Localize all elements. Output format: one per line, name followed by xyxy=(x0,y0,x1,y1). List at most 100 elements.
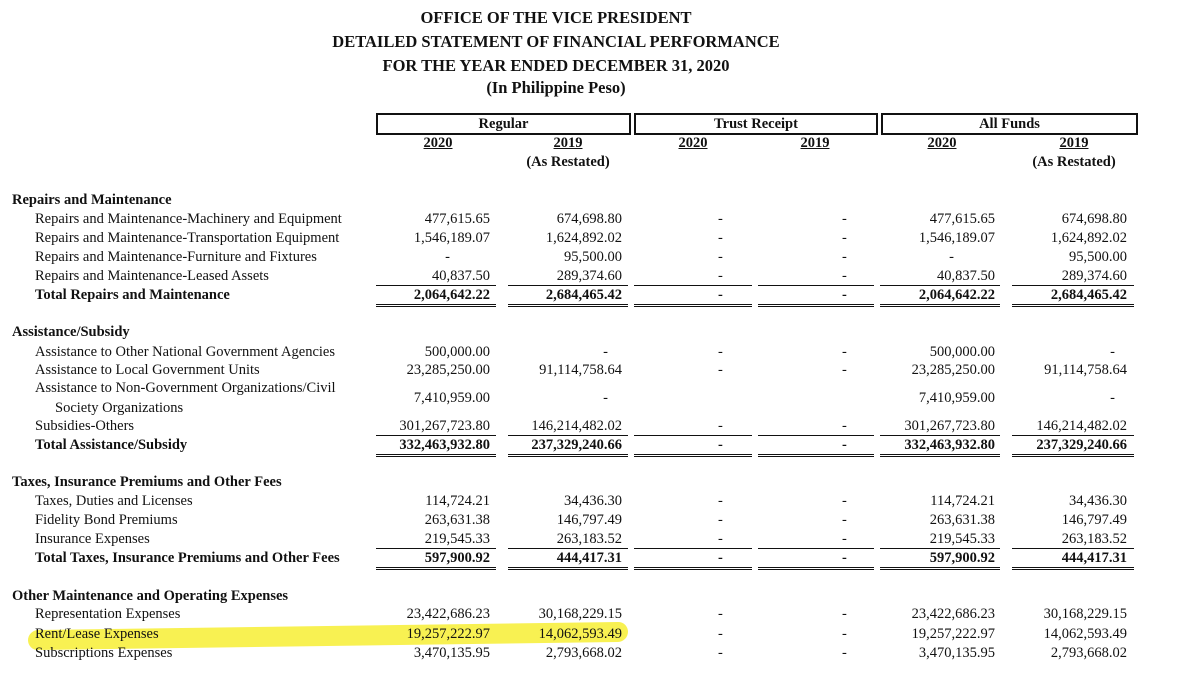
cell-regular-2020: 3,470,135.95 xyxy=(413,645,490,661)
row-label: Taxes, Duties and Licenses xyxy=(35,493,193,509)
total-regular-2019: 237,329,240.66 xyxy=(531,437,622,453)
rule xyxy=(880,285,1000,286)
double-rule xyxy=(634,567,752,570)
double-rule xyxy=(880,304,1000,307)
cell-trust-2020: - xyxy=(718,645,723,661)
report-period: FOR THE YEAR ENDED DECEMBER 31, 2020 xyxy=(382,56,730,75)
cell-regular-2020: 19,257,222.97 xyxy=(406,626,490,642)
double-rule xyxy=(1012,567,1134,570)
total-trust-2020: - xyxy=(718,287,723,303)
col-all-2019: 2019 xyxy=(1059,135,1089,151)
cell-all-2019: 146,797.49 xyxy=(1061,512,1127,528)
cell-regular-2020: 7,410,959.00 xyxy=(413,390,490,406)
cell-all-2020: 19,257,222.97 xyxy=(911,626,995,642)
double-rule xyxy=(1012,304,1134,307)
cell-trust-2019: - xyxy=(842,606,847,622)
cell-all-2020: 23,422,686.23 xyxy=(911,606,995,622)
cell-regular-2020: 23,422,686.23 xyxy=(406,606,490,622)
rule xyxy=(1012,548,1134,549)
total-label: Total Assistance/Subsidy xyxy=(35,437,188,453)
cell-trust-2019: - xyxy=(842,531,847,547)
cell-regular-2019: 14,062,593.49 xyxy=(538,626,622,642)
cell-all-2019: 91,114,758.64 xyxy=(1044,362,1127,378)
report-currency: (In Philippine Peso) xyxy=(486,78,626,97)
cell-all-2020: 477,615.65 xyxy=(929,211,995,227)
rule xyxy=(376,285,496,286)
cell-all-2020: 219,545.33 xyxy=(929,531,995,547)
cell-all-2019: 95,500.00 xyxy=(1069,249,1127,265)
cell-all-2019: 289,374.60 xyxy=(1061,268,1127,284)
col-regular-2019: 2019 xyxy=(553,135,583,151)
total-trust-2020: - xyxy=(718,550,723,566)
row-label: Assistance to Local Government Units xyxy=(35,362,260,378)
total-label: Total Repairs and Maintenance xyxy=(35,287,230,303)
cell-all-2019: - xyxy=(1110,390,1115,406)
cell-regular-2019: 263,183.52 xyxy=(556,531,622,547)
cell-regular-2019: 1,624,892.02 xyxy=(545,230,622,246)
total-trust-2019: - xyxy=(842,550,847,566)
cell-all-2020: - xyxy=(949,249,954,265)
cell-all-2019: 263,183.52 xyxy=(1061,531,1127,547)
rule xyxy=(634,285,752,286)
row-label: Fidelity Bond Premiums xyxy=(35,512,178,528)
total-all-2019: 2,684,465.42 xyxy=(1050,287,1127,303)
rule xyxy=(508,548,628,549)
cell-regular-2019: 146,797.49 xyxy=(556,512,622,528)
cell-regular-2020: 23,285,250.00 xyxy=(406,362,490,378)
col-all-restated: (As Restated) xyxy=(1032,154,1116,170)
cell-regular-2019: - xyxy=(603,344,608,360)
double-rule xyxy=(376,304,496,307)
col-trust-2020: 2020 xyxy=(678,135,708,151)
cell-trust-2019: - xyxy=(842,645,847,661)
cell-all-2020: 3,470,135.95 xyxy=(918,645,995,661)
cell-regular-2020: 500,000.00 xyxy=(424,344,490,360)
cell-regular-2019: - xyxy=(603,390,608,406)
group-all-funds: All Funds xyxy=(881,113,1138,135)
row-label: Assistance to Other National Government … xyxy=(35,344,335,360)
row-label: Repairs and Maintenance-Transportation E… xyxy=(35,230,340,246)
cell-regular-2019: 146,214,482.02 xyxy=(531,418,622,434)
cell-regular-2020: - xyxy=(445,249,450,265)
col-regular-2020: 2020 xyxy=(423,135,453,151)
row-label: Repairs and Maintenance-Leased Assets xyxy=(35,268,269,284)
cell-trust-2019: - xyxy=(842,512,847,528)
total-all-2020: 597,900.92 xyxy=(929,550,995,566)
total-all-2020: 2,064,642.22 xyxy=(918,287,995,303)
cell-trust-2020: - xyxy=(718,268,723,284)
cell-all-2020: 114,724.21 xyxy=(930,493,995,509)
total-all-2019: 444,417.31 xyxy=(1061,550,1127,566)
total-regular-2019: 444,417.31 xyxy=(556,550,622,566)
cell-regular-2020: 263,631.38 xyxy=(424,512,490,528)
double-rule xyxy=(880,454,1000,457)
rule xyxy=(634,548,752,549)
rule xyxy=(758,548,874,549)
row-label: Representation Expenses xyxy=(35,606,181,622)
cell-trust-2019: - xyxy=(842,249,847,265)
double-rule xyxy=(758,304,874,307)
total-regular-2020: 332,463,932.80 xyxy=(399,437,490,453)
rule xyxy=(1012,435,1134,436)
cell-trust-2019: - xyxy=(842,268,847,284)
double-rule xyxy=(758,567,874,570)
section-title-repairs: Repairs and Maintenance xyxy=(12,192,172,208)
double-rule xyxy=(634,454,752,457)
group-regular: Regular xyxy=(376,113,631,135)
cell-trust-2019: - xyxy=(842,362,847,378)
total-trust-2019: - xyxy=(842,437,847,453)
report-entity: OFFICE OF THE VICE PRESIDENT xyxy=(420,8,692,27)
cell-trust-2020: - xyxy=(718,362,723,378)
cell-regular-2020: 1,546,189.07 xyxy=(413,230,490,246)
row-label-highlighted: Rent/Lease Expenses xyxy=(35,626,159,642)
cell-all-2020: 263,631.38 xyxy=(929,512,995,528)
cell-trust-2020: - xyxy=(718,418,723,434)
double-rule xyxy=(508,304,628,307)
cell-trust-2019: - xyxy=(842,626,847,642)
cell-regular-2020: 219,545.33 xyxy=(424,531,490,547)
total-trust-2019: - xyxy=(842,287,847,303)
total-label: Total Taxes, Insurance Premiums and Othe… xyxy=(35,550,340,566)
cell-all-2019: 1,624,892.02 xyxy=(1050,230,1127,246)
report-title: DETAILED STATEMENT OF FINANCIAL PERFORMA… xyxy=(332,32,780,51)
cell-trust-2020: - xyxy=(718,211,723,227)
double-rule xyxy=(1012,454,1134,457)
double-rule xyxy=(880,567,1000,570)
